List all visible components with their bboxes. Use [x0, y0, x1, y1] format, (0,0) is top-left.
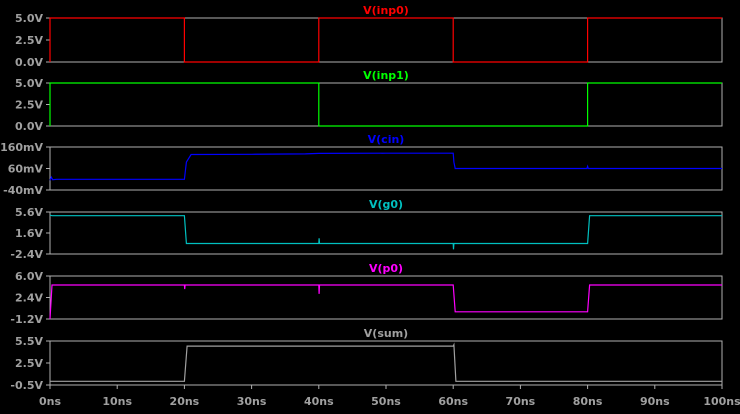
x-tick-label: 80ns	[573, 395, 603, 408]
y-tick-label: -40mV	[3, 184, 43, 197]
y-tick-label: -1.2V	[10, 313, 43, 326]
trace-line	[50, 345, 722, 382]
y-tick-label: 5.0V	[15, 77, 43, 90]
x-tick-label: 90ns	[640, 395, 670, 408]
x-tick-label: 30ns	[237, 395, 267, 408]
x-tick-label: 20ns	[170, 395, 200, 408]
y-tick-label: 6.0V	[15, 270, 43, 283]
pane-1: 5.0V 2.5V 0.0V V(inp1)	[15, 69, 722, 133]
pane-frame	[50, 276, 722, 319]
y-tick-label: 5.6V	[15, 206, 43, 219]
pane-title: V(inp1)	[363, 69, 409, 82]
y-tick-label: 5.5V	[15, 335, 43, 348]
y-tick-label: 0.0V	[15, 120, 43, 133]
pane-title: V(p0)	[369, 262, 403, 275]
pane-0: 5.0V 2.5V 0.0V V(inp0)	[15, 4, 722, 69]
y-tick-label: 5.0V	[15, 12, 43, 25]
y-tick-label: 2.5V	[15, 357, 43, 370]
pane-5: 5.5V 2.5V -0.5V V(sum)	[10, 327, 722, 392]
pane-frame	[50, 212, 722, 254]
pane-3: 5.6V 1.6V -2.4V V(g0)	[10, 198, 722, 261]
pane-4: 6.0V 2.4V -1.2V V(p0)	[10, 262, 722, 326]
y-tick-label: 2.5V	[15, 99, 43, 112]
trace-line	[50, 83, 722, 126]
y-tick-label: 1.6V	[15, 227, 43, 240]
pane-frame	[50, 83, 722, 126]
x-tick-label: 10ns	[102, 395, 132, 408]
x-tick-label: 40ns	[304, 395, 334, 408]
x-tick-label: 0ns	[39, 395, 61, 408]
pane-title: V(inp0)	[363, 4, 409, 17]
x-tick-label: 60ns	[438, 395, 468, 408]
y-tick-label: -2.4V	[10, 248, 43, 261]
x-tick-label: 100ns	[703, 395, 740, 408]
x-tick-label: 50ns	[371, 395, 401, 408]
trace-line	[50, 18, 722, 62]
pane-2: 160mV 60mV -40mV V(cin)	[0, 133, 722, 197]
pane-title: V(sum)	[364, 327, 408, 340]
pane-frame	[50, 18, 722, 62]
y-tick-label: 0.0V	[15, 56, 43, 69]
y-tick-label: 2.4V	[15, 292, 43, 305]
trace-line	[50, 285, 722, 319]
x-tick-label: 70ns	[506, 395, 536, 408]
trace-line	[50, 153, 722, 180]
y-tick-label: -0.5V	[10, 379, 43, 392]
y-tick-label: 60mV	[8, 163, 44, 176]
y-tick-label: 160mV	[0, 141, 43, 154]
pane-frame	[50, 341, 722, 385]
trace-line	[50, 215, 722, 249]
pane-title: V(g0)	[369, 198, 403, 211]
pane-title: V(cin)	[368, 133, 405, 146]
y-tick-label: 2.5V	[15, 34, 43, 47]
